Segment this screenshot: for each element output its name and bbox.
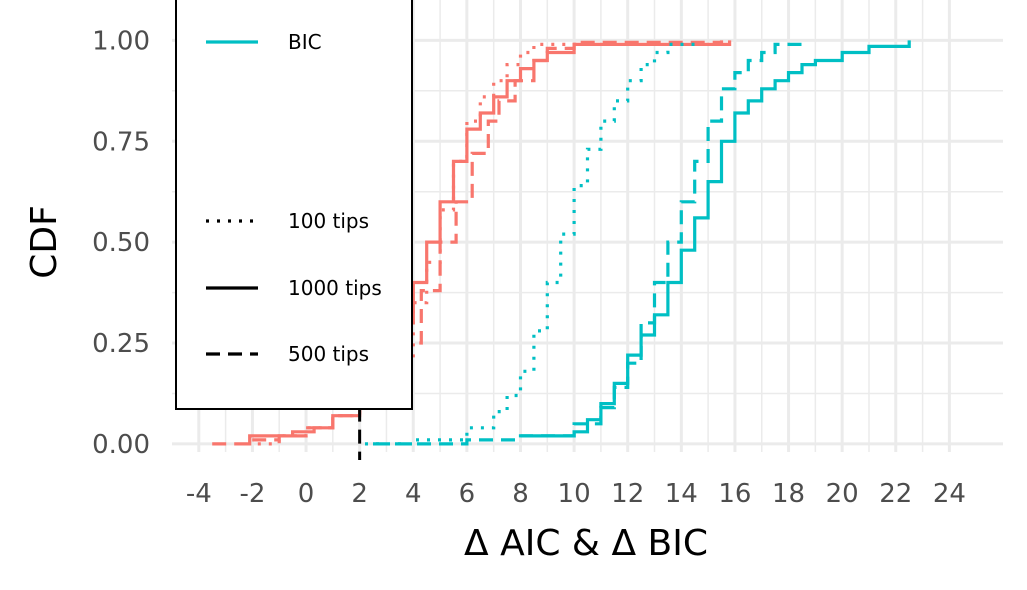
series-line-bic-500	[373, 40, 804, 446]
x-tick-label: 16	[718, 479, 751, 509]
x-tick-label: 0	[298, 479, 315, 509]
x-tick-label: 8	[512, 479, 529, 509]
legend-label: BIC	[288, 30, 322, 54]
x-tick-label: 10	[558, 479, 591, 509]
legend-label: 100 tips	[288, 209, 369, 233]
y-tick-label: 0.75	[92, 127, 150, 157]
x-tick-label: 4	[405, 479, 422, 509]
y-axis-tick-labels: 0.00 0.25 0.50 0.75 1.00	[92, 26, 150, 460]
series-line-aic-500	[212, 40, 724, 446]
x-tick-label: 20	[826, 479, 859, 509]
x-tick-label: 14	[665, 479, 698, 509]
y-tick-label: 0.00	[92, 430, 150, 460]
y-tick-label: 1.00	[92, 26, 150, 56]
x-tick-label: -4	[186, 479, 212, 509]
x-axis-tick-labels: -4 -2 0 2 4 6 8 10 12 14 16 18 20 22 24	[186, 479, 966, 509]
legend-label: 1000 tips	[288, 276, 382, 300]
x-axis-title: Δ AIC & Δ BIC	[464, 523, 708, 564]
series-line-bic-1000	[520, 40, 911, 438]
legend-label: 500 tips	[288, 342, 369, 366]
y-tick-label: 0.25	[92, 329, 150, 359]
x-tick-label: 24	[933, 479, 966, 509]
series-lines	[212, 40, 911, 446]
x-tick-label: 18	[772, 479, 805, 509]
y-tick-label: 0.50	[92, 228, 150, 258]
legend-box	[175, 0, 413, 410]
x-tick-label: -2	[239, 479, 265, 509]
legend: BIC 100 tips 1000 tips 500 tips	[175, 0, 413, 410]
y-axis-title: CDF	[24, 205, 65, 279]
series-line-bic-100	[365, 40, 697, 446]
x-tick-label: 22	[879, 479, 912, 509]
x-tick-label: 6	[459, 479, 476, 509]
x-tick-label: 12	[611, 479, 644, 509]
x-tick-label: 2	[351, 479, 368, 509]
